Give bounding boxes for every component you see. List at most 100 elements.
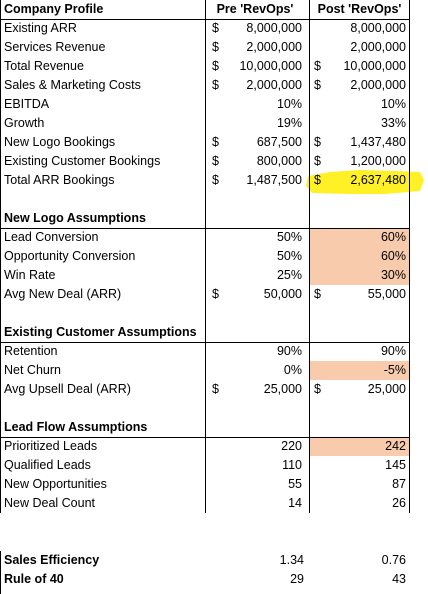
post-dollar-sign (314, 38, 328, 57)
pre-value: 0% (283, 363, 302, 377)
post-dollar-sign (314, 247, 328, 266)
row-label: Opportunity Conversion (4, 249, 136, 263)
table-row: Total Revenue $10,000,000 $10,000,000 (0, 57, 428, 76)
post-dollar-sign (314, 494, 328, 513)
post-value: 60% (380, 249, 406, 263)
row-label: New Opportunities (4, 477, 107, 491)
table-row: Net Churn 0% -5% (0, 361, 428, 380)
row-label: Avg Upsell Deal (ARR) (4, 382, 131, 396)
post-dollar-sign (314, 228, 328, 247)
grid-line (0, 0, 1, 513)
post-value: 1,437,480 (350, 135, 406, 149)
pre-dollar-sign (212, 494, 226, 513)
summary-post-value: 43 (392, 572, 406, 586)
pre-dollar-sign: $ (212, 154, 219, 168)
post-dollar-sign: $ (314, 154, 321, 168)
summary-row: Sales Efficiency 1.34 0.76 (0, 551, 428, 570)
section-title-row: New Logo Assumptions (0, 209, 428, 228)
pre-value: 110 (282, 458, 302, 472)
table-row: Avg Upsell Deal (ARR) $25,000 $25,000 (0, 380, 428, 399)
row-label: Net Churn (4, 363, 61, 377)
pre-dollar-sign (212, 228, 226, 247)
pre-dollar-sign: $ (212, 173, 219, 187)
post-value: 55,000 (367, 287, 406, 301)
post-dollar-sign: $ (314, 59, 321, 73)
pre-dollar-sign (212, 342, 226, 361)
post-dollar-sign (314, 437, 328, 456)
grid-line (309, 0, 310, 513)
post-value: 26 (392, 496, 406, 510)
post-value: 242 (385, 439, 406, 453)
summary-pre-value: 1.34 (279, 553, 304, 567)
table-row: Existing Customer Bookings $800,000 $1,200… (0, 152, 428, 171)
grid-line (0, 342, 409, 343)
pre-value: 220 (281, 439, 302, 453)
post-input-shade-net-churn (310, 361, 409, 380)
pre-dollar-sign: $ (212, 135, 219, 149)
table-row: New Logo Bookings $687,500 $1,437,480 (0, 133, 428, 152)
pre-value: 55 (288, 477, 302, 491)
pre-value: 1,487,500 (246, 173, 302, 187)
pre-value: 50% (276, 230, 302, 244)
post-dollar-sign: $ (314, 382, 321, 396)
post-value: 10% (380, 97, 406, 111)
table-row: Lead Conversion 50% 60% (0, 228, 428, 247)
table-row: Prioritized Leads 220 242 (0, 437, 428, 456)
table-row: Qualified Leads 110 145 (0, 456, 428, 475)
post-value: 2,000,000 (350, 78, 406, 92)
pre-dollar-sign: $ (212, 382, 219, 396)
post-value: 25,000 (367, 382, 406, 396)
pre-value: 25% (276, 268, 302, 282)
post-value: 10,000,000 (343, 59, 406, 73)
post-value: 1,200,000 (350, 154, 406, 168)
post-value: -5% (383, 363, 406, 377)
post-value: 33% (380, 116, 406, 130)
post-dollar-sign (314, 361, 328, 380)
row-label: Win Rate (4, 268, 56, 282)
table-row: Avg New Deal (ARR) $50,000 $55,000 (0, 285, 428, 304)
pre-dollar-sign (212, 437, 226, 456)
post-input-shade-prioritized-leads (310, 437, 409, 456)
post-value: 30% (380, 268, 406, 282)
pre-dollar-sign (212, 456, 226, 475)
table-row: Growth 19% 33% (0, 114, 428, 133)
pre-value: 50,000 (263, 287, 302, 301)
post-dollar-sign (314, 266, 328, 285)
row-label: Total Revenue (4, 59, 84, 73)
row-label: Total ARR Bookings (4, 173, 115, 187)
section-title-new-logo: New Logo Assumptions (4, 211, 146, 225)
pre-value: 90% (276, 344, 302, 358)
table-row: EBITDA 10% 10% (0, 95, 428, 114)
section-title-existing-customer: Existing Customer Assumptions (4, 325, 197, 339)
pre-dollar-sign: $ (212, 287, 219, 301)
header-row: Company Profile Pre 'RevOps' Post 'RevOp… (0, 0, 428, 19)
pre-value: 800,000 (256, 154, 302, 168)
post-dollar-sign: $ (314, 78, 321, 92)
post-dollar-sign (314, 114, 328, 133)
post-dollar-sign (314, 19, 328, 38)
grid-line (0, 551, 1, 594)
table-row: Win Rate 25% 30% (0, 266, 428, 285)
section-title-row: Lead Flow Assumptions (0, 418, 428, 437)
post-value: 2,000,000 (350, 40, 406, 54)
post-input-shade-new-logo (310, 228, 409, 285)
pre-dollar-sign (212, 266, 226, 285)
post-value: 60% (380, 230, 406, 244)
row-label: Retention (4, 344, 58, 358)
grid-line (205, 0, 206, 513)
pre-dollar-sign: $ (212, 59, 219, 73)
row-label: Services Revenue (4, 40, 106, 54)
pre-value: 10,000,000 (239, 59, 302, 73)
post-value: 2,637,480 (350, 173, 406, 187)
summary-row: Rule of 40 29 43 (0, 570, 428, 589)
row-label: EBITDA (4, 97, 50, 111)
summary-label: Sales Efficiency (4, 553, 100, 567)
pre-dollar-sign: $ (212, 40, 219, 54)
table-row: Existing ARR $8,000,000 8,000,000 (0, 19, 428, 38)
table-row: New Deal Count 14 26 (0, 494, 428, 513)
summary-label: Rule of 40 (4, 572, 64, 586)
pre-value: 687,500 (256, 135, 302, 149)
grid-line (409, 0, 410, 513)
row-label: Prioritized Leads (4, 439, 98, 453)
